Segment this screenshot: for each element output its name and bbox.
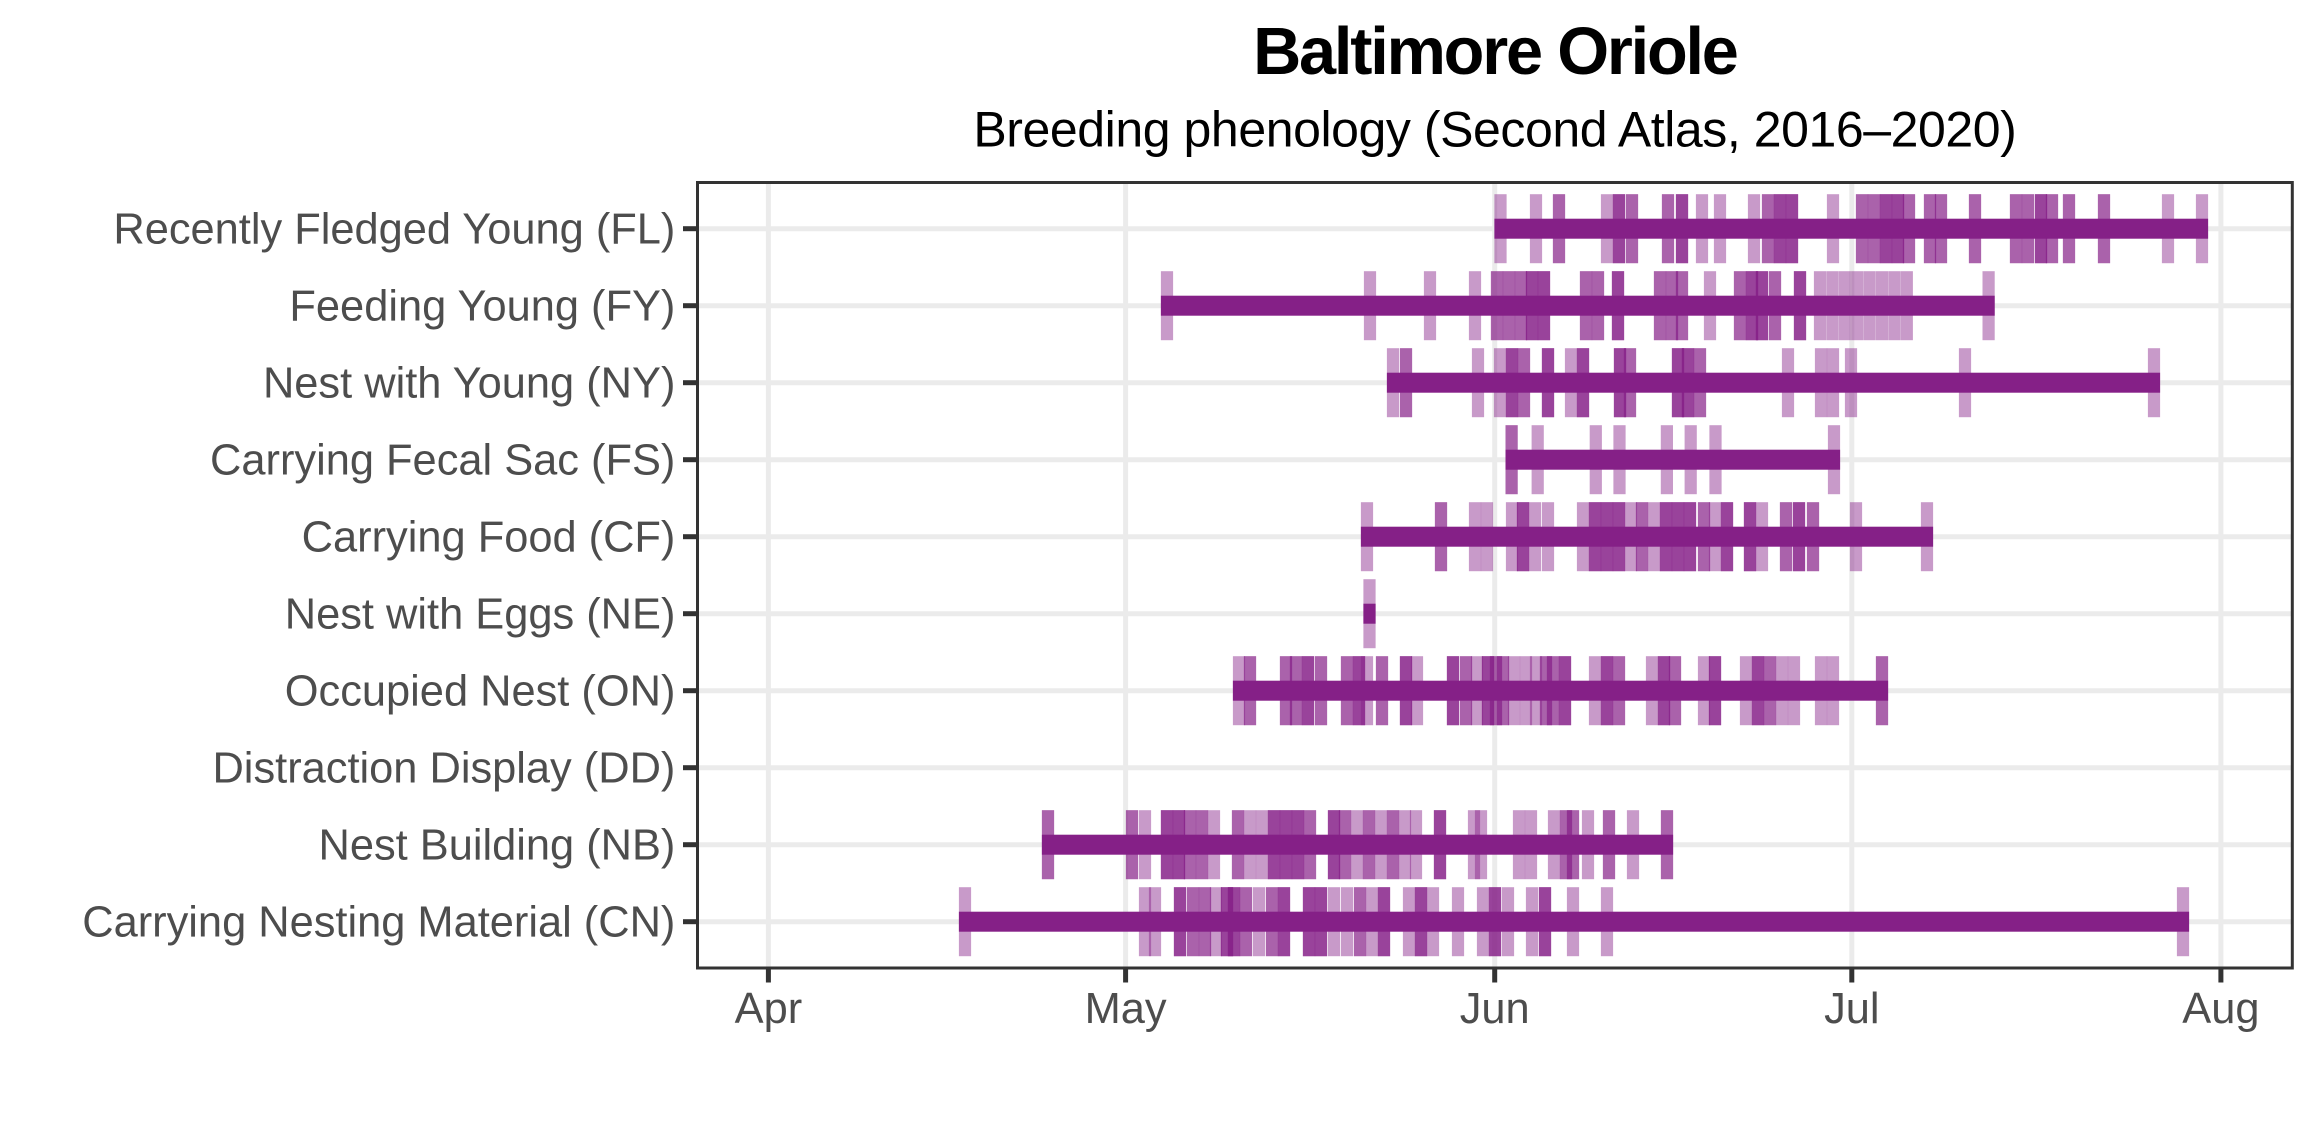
svg-text:Carrying Nesting Material (CN): Carrying Nesting Material (CN) bbox=[82, 899, 675, 947]
svg-text:Feeding Young (FY): Feeding Young (FY) bbox=[289, 283, 675, 331]
svg-text:Jul: Jul bbox=[1824, 985, 1879, 1033]
svg-text:Nest with Eggs (NE): Nest with Eggs (NE) bbox=[285, 591, 676, 639]
svg-text:Nest Building (NB): Nest Building (NB) bbox=[318, 822, 675, 870]
svg-text:Nest with Young (NY): Nest with Young (NY) bbox=[263, 360, 675, 408]
svg-text:May: May bbox=[1085, 985, 1167, 1033]
svg-text:Carrying Food (CF): Carrying Food (CF) bbox=[302, 514, 676, 562]
svg-text:Aug: Aug bbox=[2182, 985, 2259, 1033]
svg-text:Baltimore Oriole: Baltimore Oriole bbox=[1253, 15, 1737, 89]
svg-text:Jun: Jun bbox=[1460, 985, 1530, 1033]
svg-text:Apr: Apr bbox=[735, 985, 803, 1033]
svg-text:Carrying Fecal Sac (FS): Carrying Fecal Sac (FS) bbox=[210, 437, 675, 485]
svg-text:Occupied Nest (ON): Occupied Nest (ON) bbox=[285, 668, 676, 716]
svg-text:Breeding phenology (Second Atl: Breeding phenology (Second Atlas, 2016–2… bbox=[973, 102, 2016, 158]
svg-text:Recently Fledged Young (FL): Recently Fledged Young (FL) bbox=[113, 206, 675, 254]
svg-text:Distraction Display (DD): Distraction Display (DD) bbox=[212, 745, 675, 793]
